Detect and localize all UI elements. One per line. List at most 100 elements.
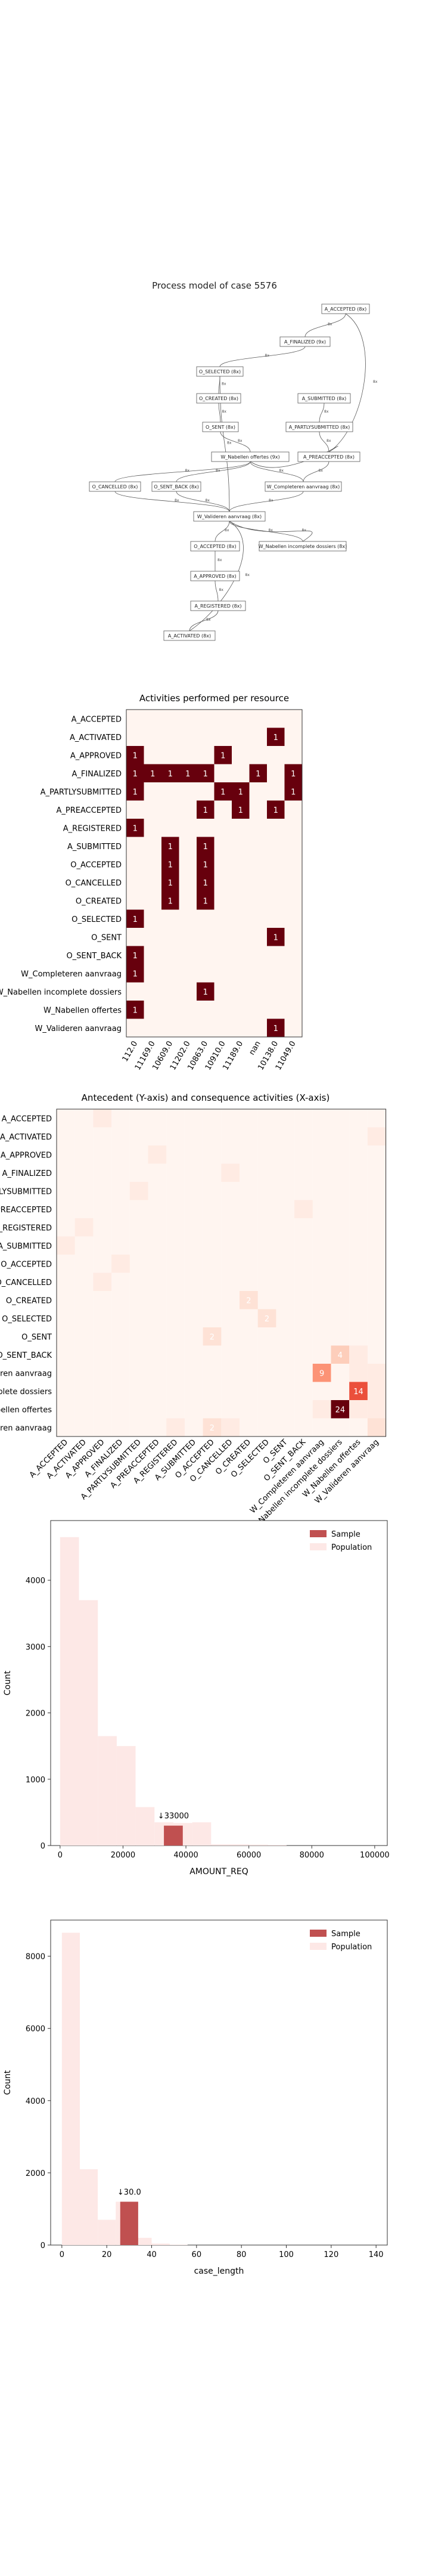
heatmap-cell	[111, 1291, 130, 1309]
process-node: A_ACTIVATED (8x)	[163, 630, 216, 641]
heatmap-cell	[267, 982, 285, 1001]
heatmap-cell	[184, 1182, 203, 1200]
process-edge-label: 8x	[219, 588, 224, 592]
heatmap-cell	[144, 982, 161, 1001]
heatmap-cell	[249, 964, 267, 983]
heatmap-cell-label: 1	[133, 915, 138, 924]
heatmap-cell	[312, 1163, 331, 1182]
heatmap-cell	[57, 1145, 75, 1164]
heatmap-cell	[367, 1272, 386, 1291]
process-edge	[319, 402, 325, 423]
heatmap-cell	[331, 1364, 350, 1382]
heatmap-cell	[166, 1109, 185, 1128]
heatmap-cell-label: 24	[335, 1405, 346, 1414]
heatmap-cell-label: 1	[185, 770, 190, 779]
heatmap-cell	[257, 1218, 276, 1237]
heatmap-cell	[232, 855, 250, 874]
heatmap-cell-label: 1	[168, 897, 173, 906]
heatmap-cell	[166, 1345, 185, 1364]
heatmap-cell	[257, 1255, 276, 1273]
heatmap-cell	[74, 1327, 94, 1346]
heatmap-cell	[240, 1182, 258, 1200]
heatmap-cell	[284, 746, 302, 764]
heatmap-cell	[249, 746, 267, 764]
heatmap-cell-label: 1	[291, 788, 296, 797]
process-node-label: A_ACCEPTED (8x)	[325, 306, 367, 312]
heatmap-cell	[57, 1291, 75, 1309]
heatmap-cell	[179, 946, 197, 964]
process-edge-label: 8x	[269, 499, 273, 503]
heatmap-cell	[129, 1291, 148, 1309]
heatmap-cell	[232, 710, 250, 728]
process-edge-label: 8x	[373, 380, 378, 384]
heatmap-cell	[166, 1255, 185, 1273]
process-edge-label: 8x	[327, 439, 331, 443]
heatmap-cell	[93, 1145, 112, 1164]
heatmap-cell	[221, 1218, 240, 1237]
heatmap-cell	[57, 1400, 75, 1419]
heatmap-cell	[74, 1145, 94, 1164]
heatmap-cell	[148, 1145, 167, 1164]
heatmap-cell	[93, 1291, 112, 1309]
heatmap-cell	[331, 1182, 350, 1200]
heatmap-cell	[367, 1291, 386, 1309]
process-edge-label: 8x	[328, 323, 332, 327]
heatmap-cell	[214, 819, 232, 837]
heatmap-cell	[294, 1382, 313, 1400]
heatmap-row-label: W_Nabellen incomplete dossiers	[0, 988, 122, 997]
heatmap-cell	[203, 1382, 222, 1400]
heatmap-cell-label: 1	[273, 1024, 278, 1033]
heatmap-cell	[249, 800, 267, 819]
heatmap-cell-label: 9	[319, 1369, 324, 1378]
heatmap-cell	[349, 1345, 368, 1364]
histogram-bar	[151, 2243, 170, 2245]
heatmap-cell	[214, 1001, 232, 1019]
heatmap-cell	[197, 819, 214, 837]
heatmap-cell	[267, 891, 285, 910]
heatmap-cell	[232, 782, 250, 801]
heatmap-cell	[74, 1200, 94, 1218]
heatmap-cell	[240, 1200, 258, 1218]
heatmap-cell	[276, 1182, 295, 1200]
heatmap-cell	[126, 946, 144, 964]
heatmap-cell	[161, 891, 179, 910]
heatmap-cell	[276, 1345, 295, 1364]
heatmap-cell	[331, 1327, 350, 1346]
heatmap-cell	[161, 946, 179, 964]
heatmap-cell-label: 1	[133, 824, 138, 833]
heatmap-cell	[203, 1255, 222, 1273]
process-node-label: A_FINALIZED (9x)	[284, 339, 326, 345]
heatmap-cell	[57, 1345, 75, 1364]
heatmap-cell-label: 1	[133, 751, 138, 760]
heatmap-cell	[111, 1200, 130, 1218]
heatmap-cell-label: 2	[265, 1315, 269, 1324]
heatmap-cell	[257, 1418, 276, 1436]
heatmap-cell	[197, 946, 214, 964]
heatmap-cell	[294, 1364, 313, 1382]
heatmap-cell	[367, 1200, 386, 1218]
activities-per-resource-panel: Activities performed per resource 1 1 1 1 1 1 1…	[0, 686, 429, 1091]
heatmap-cell-label: 1	[291, 770, 296, 779]
heatmap-cell	[284, 1001, 302, 1019]
histogram-bar	[211, 1844, 230, 1846]
heatmap-cell	[197, 964, 214, 983]
heatmap-cell	[144, 891, 161, 910]
heatmap-cell	[57, 1418, 75, 1436]
heatmap-cell	[276, 1236, 295, 1255]
process-node-box	[196, 366, 244, 377]
process-edge	[214, 580, 219, 602]
heatmap-cell	[57, 1236, 75, 1255]
heatmap-cell	[111, 1327, 130, 1346]
heatmap-cell	[203, 1163, 222, 1182]
heatmap-cell-label: 1	[133, 770, 138, 779]
heatmap-cell	[57, 1364, 75, 1382]
heatmap-cell	[221, 1182, 240, 1200]
heatmap-cell	[312, 1400, 331, 1419]
heatmap-cell	[331, 1163, 350, 1182]
heatmap-cell	[93, 1345, 112, 1364]
heatmap-cell-label: 1	[168, 843, 173, 852]
heatmap-cell	[161, 909, 179, 928]
heatmap-cell	[57, 1163, 75, 1182]
heatmap-cell	[240, 1145, 258, 1164]
heatmap-cell	[240, 1255, 258, 1273]
